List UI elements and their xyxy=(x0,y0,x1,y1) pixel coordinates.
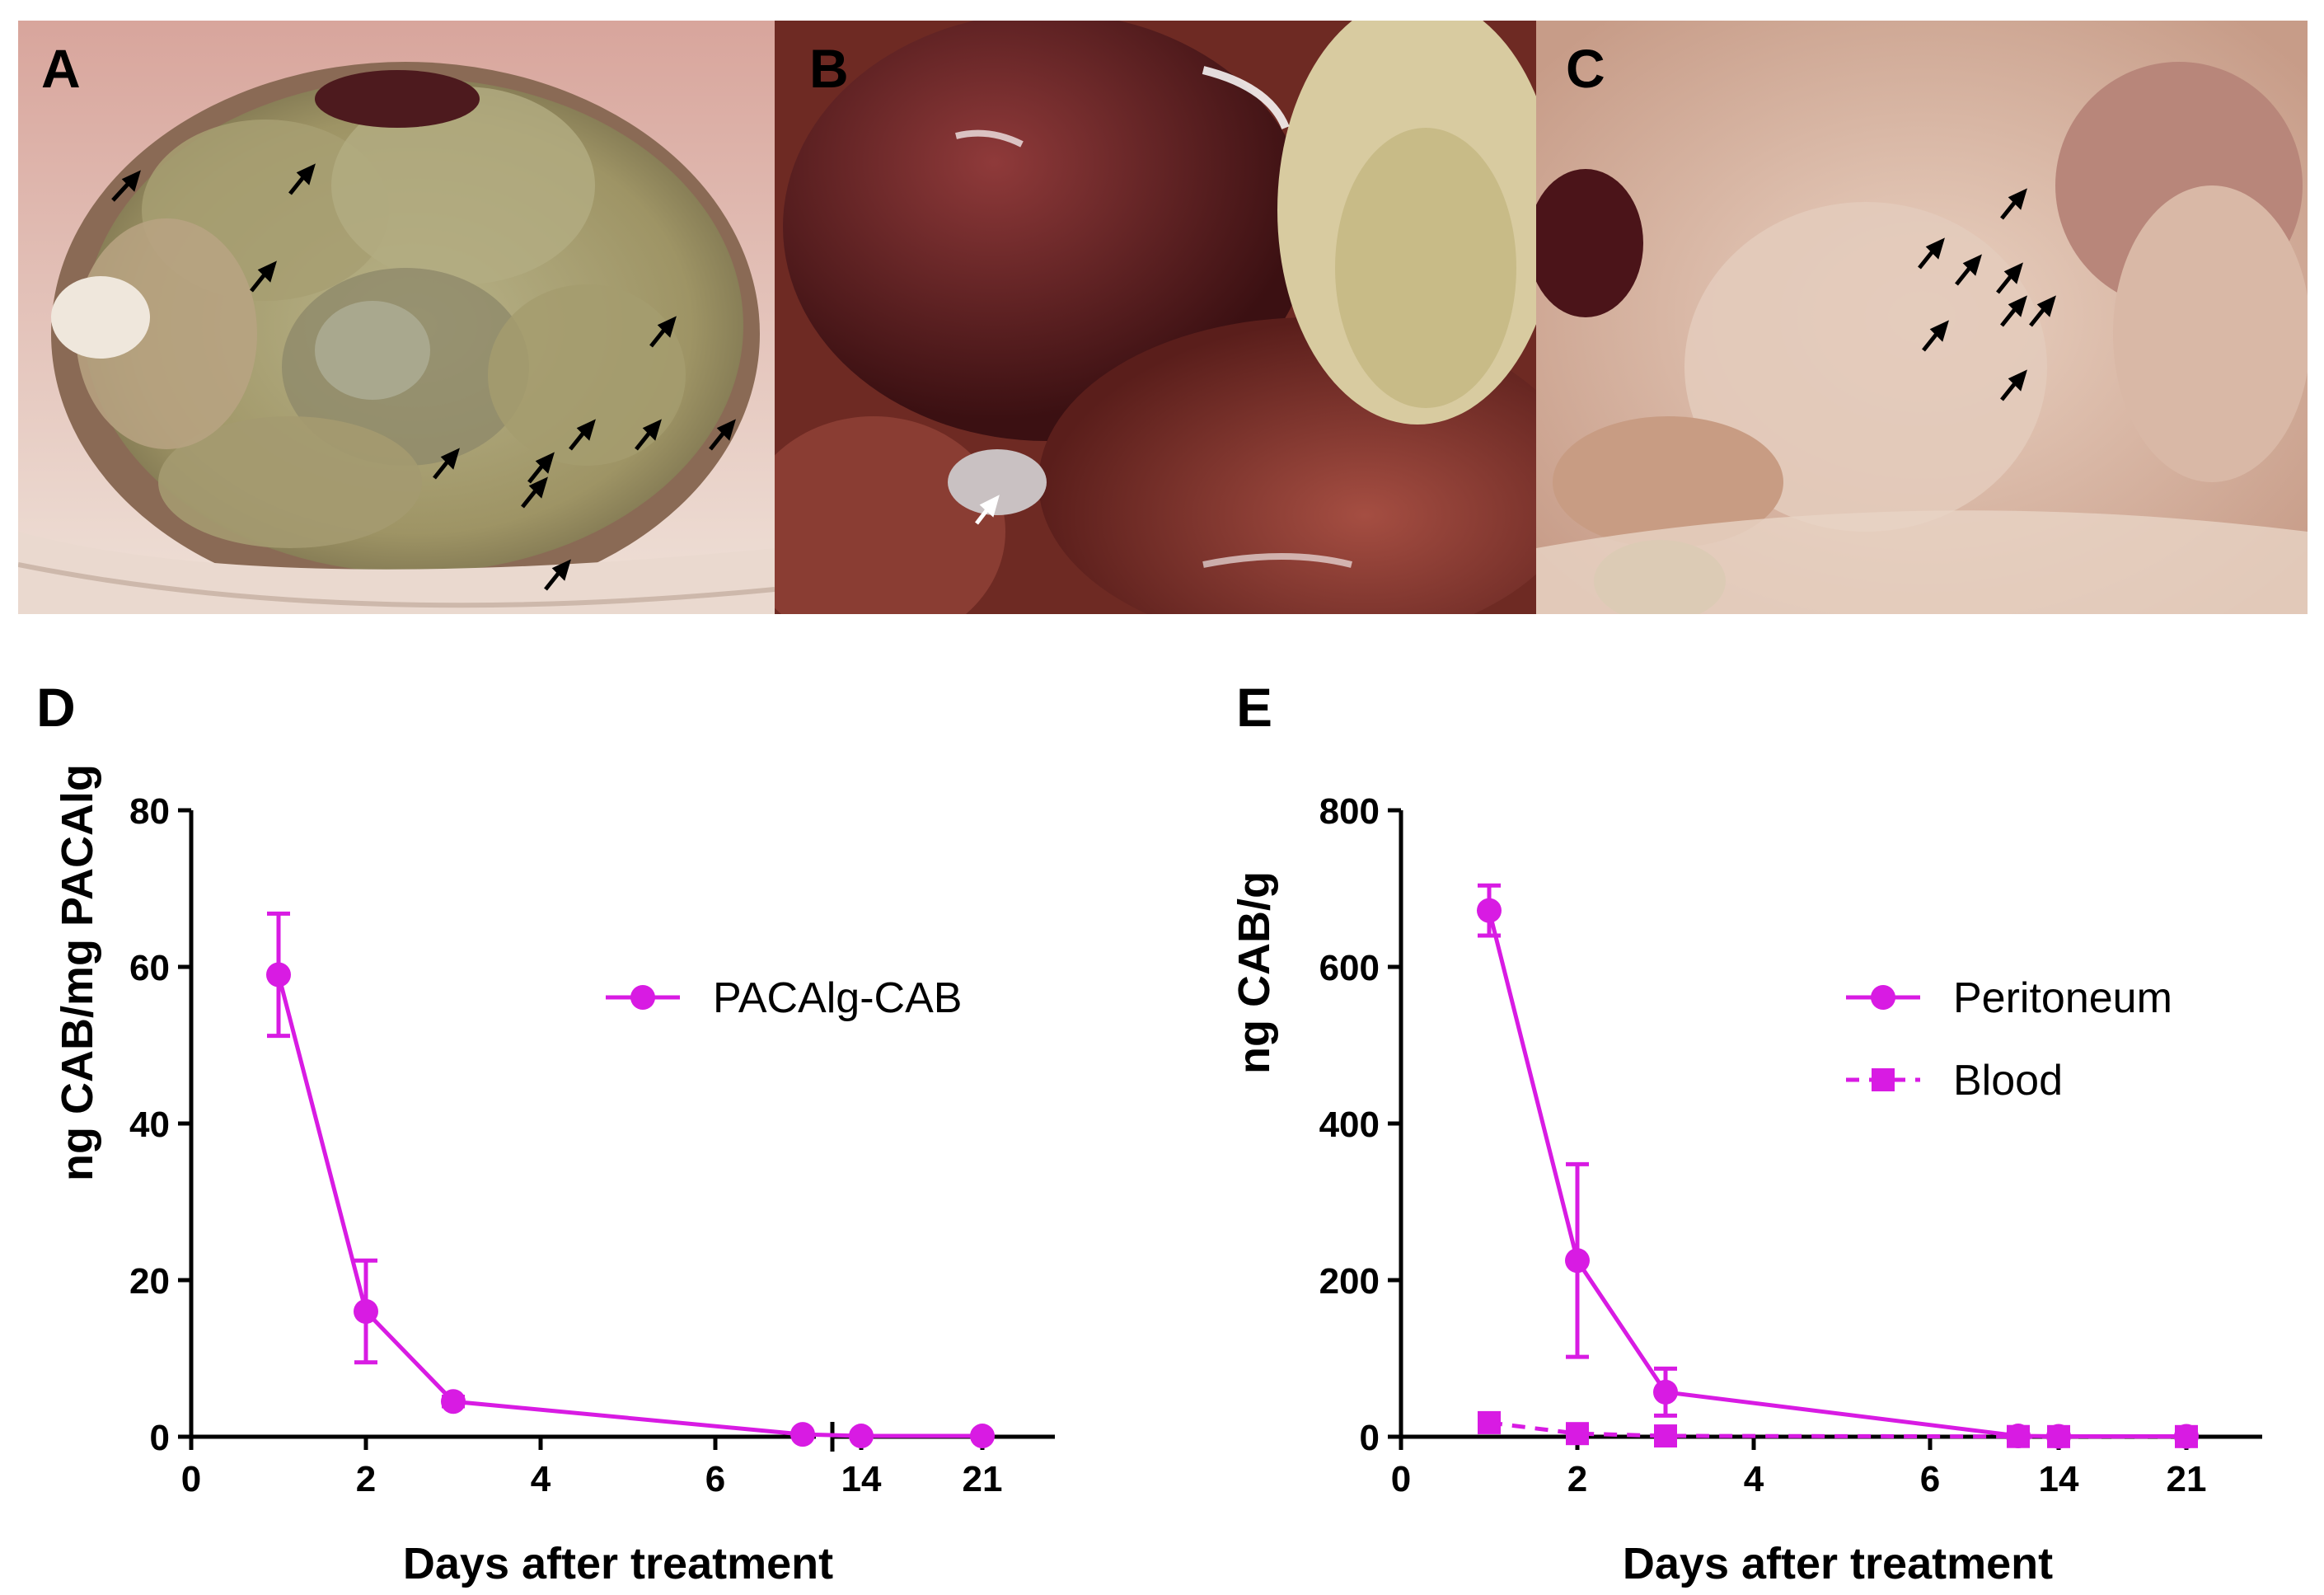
d-x-tick-label: 2 xyxy=(356,1459,376,1499)
e-point-square xyxy=(2007,1424,2030,1448)
chart-d-series xyxy=(266,911,995,1449)
e-point-circle xyxy=(1565,1248,1590,1274)
panel-label-d: D xyxy=(36,677,76,738)
liver-photo-b xyxy=(775,21,1536,614)
e-x-tick-label: 2 xyxy=(1567,1459,1587,1499)
e-legend-marker xyxy=(1872,1068,1895,1091)
peritoneal-wall-photo-c xyxy=(1536,21,2308,614)
e-x-tick-label: 6 xyxy=(1920,1459,1940,1499)
chart-e-series xyxy=(1477,883,2199,1449)
e-legend-label: Peritoneum xyxy=(1953,974,2172,1022)
panel-label-c: C xyxy=(1566,38,1605,99)
photo-panel-b xyxy=(775,21,1536,614)
e-point-circle xyxy=(1477,898,1502,923)
photo-panel-a xyxy=(18,21,775,614)
e-x-tick-label: 4 xyxy=(1744,1459,1764,1499)
d-point-circle xyxy=(849,1424,874,1449)
e-series-line-blood xyxy=(1488,1420,2186,1439)
d-y-tick-label: 20 xyxy=(129,1261,170,1302)
abdominal-cavity-photo-a xyxy=(18,21,775,614)
d-y-tick-label: 40 xyxy=(129,1105,170,1145)
panel-label-e: E xyxy=(1236,677,1273,738)
panel-label-b: B xyxy=(809,38,849,99)
e-point-square xyxy=(1478,1410,1501,1434)
chart-d-legend: PACAlg-CAB xyxy=(606,974,962,1022)
d-x-tick-label: 6 xyxy=(705,1459,725,1499)
d-legend-marker xyxy=(630,985,655,1010)
e-y-tick-label: 200 xyxy=(1319,1261,1380,1302)
chart-d-ylabel: ng CAB/mg PACAlg xyxy=(53,764,102,1181)
e-legend-marker xyxy=(1871,985,1895,1010)
chart-e: 0 200 400 600 800 0 2 4 6 14 21 Peritoneum Blood Da… xyxy=(1230,791,2262,1588)
d-point-circle xyxy=(354,1299,378,1324)
e-y-tick-label: 400 xyxy=(1319,1105,1380,1145)
e-point-circle xyxy=(1653,1379,1678,1405)
chart-e-ticks: 0 200 400 600 800 0 2 4 6 14 21 xyxy=(1319,791,2207,1499)
d-point-circle xyxy=(970,1424,995,1449)
e-y-tick-label: 0 xyxy=(1360,1418,1380,1458)
e-legend-label: Blood xyxy=(1953,1057,2063,1105)
e-x-tick-label: 14 xyxy=(2039,1459,2079,1499)
chart-d-ticks: 0 20 40 60 80 0 2 4 6 14 21 xyxy=(129,791,1002,1499)
chart-e-xlabel: Days after treatment xyxy=(1623,1539,2053,1588)
chart-d: 0 20 40 60 80 0 2 4 6 14 21 PACAlg-CAB Days after … xyxy=(53,764,1055,1588)
d-x-tick-label: 0 xyxy=(181,1459,201,1499)
d-x-tick-label: 4 xyxy=(531,1459,551,1499)
d-legend-label: PACAlg-CAB xyxy=(713,974,962,1022)
d-x-tick-label: 14 xyxy=(841,1459,882,1499)
e-x-tick-label: 21 xyxy=(2167,1459,2207,1499)
e-point-square xyxy=(1566,1422,1589,1446)
e-x-tick-label: 0 xyxy=(1391,1459,1411,1499)
e-point-square xyxy=(2175,1424,2198,1448)
e-y-tick-label: 800 xyxy=(1319,791,1380,832)
d-y-tick-label: 0 xyxy=(150,1418,170,1458)
e-y-tick-label: 600 xyxy=(1319,948,1380,988)
d-series-line-pacalg-cab xyxy=(276,973,982,1438)
d-y-tick-label: 80 xyxy=(129,791,170,832)
d-y-tick-label: 60 xyxy=(129,948,170,988)
chart-d-xlabel: Days after treatment xyxy=(403,1539,833,1588)
d-point-circle xyxy=(266,962,291,987)
d-point-circle xyxy=(441,1389,466,1414)
chart-e-ylabel: ng CAB/g xyxy=(1230,871,1279,1074)
e-series-line-peritoneum xyxy=(1487,909,2186,1438)
e-point-square xyxy=(2047,1424,2070,1448)
panel-label-a: A xyxy=(41,38,81,99)
photo-panel-c xyxy=(1536,21,2308,614)
d-x-tick-label: 21 xyxy=(963,1459,1003,1499)
d-point-circle xyxy=(790,1422,815,1447)
chart-e-axes xyxy=(1399,810,2262,1439)
chart-e-legend: Peritoneum Blood xyxy=(1846,974,2172,1105)
e-point-square xyxy=(1654,1424,1677,1448)
